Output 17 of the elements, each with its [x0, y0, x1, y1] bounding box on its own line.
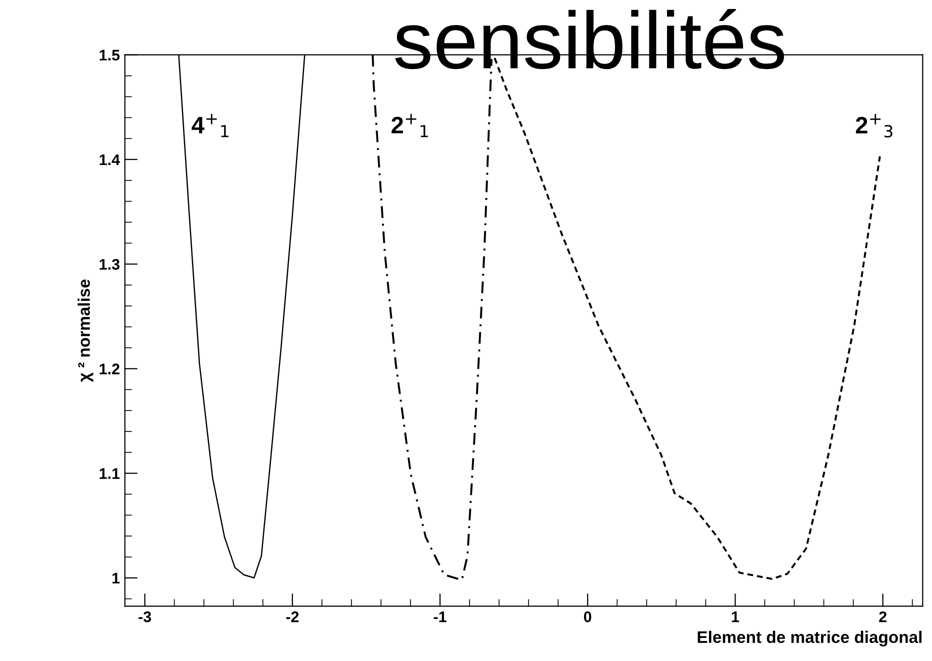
x-tick-label: -2 [286, 611, 299, 622]
x-tick-label: 0 [584, 611, 592, 622]
y-axis-title: χ ² normalise [78, 279, 94, 382]
y-tick-label: 1.2 [100, 364, 120, 374]
y-tick-label: 1 [112, 572, 120, 584]
x-tick-label: -1 [434, 612, 446, 622]
annotation: 2$^{+}$$_{1}$ [392, 114, 428, 138]
x-tick-label: 1 [732, 612, 740, 622]
x-tick-label: 2 [879, 611, 886, 622]
x-tick-label: -3 [138, 611, 152, 622]
y-tick-label: 1.3 [100, 258, 120, 270]
annotation: 4$^{+}$$_{1}$ [192, 114, 228, 138]
y-tick-label: 1.1 [100, 468, 120, 479]
annotation: 2$^{+}$$_{3}$ [856, 114, 892, 138]
x-axis-title: Element de matrice diagonal [698, 630, 922, 646]
y-tick-label: 1.5 [100, 50, 120, 61]
y-tick-label: 1.4 [100, 154, 120, 166]
